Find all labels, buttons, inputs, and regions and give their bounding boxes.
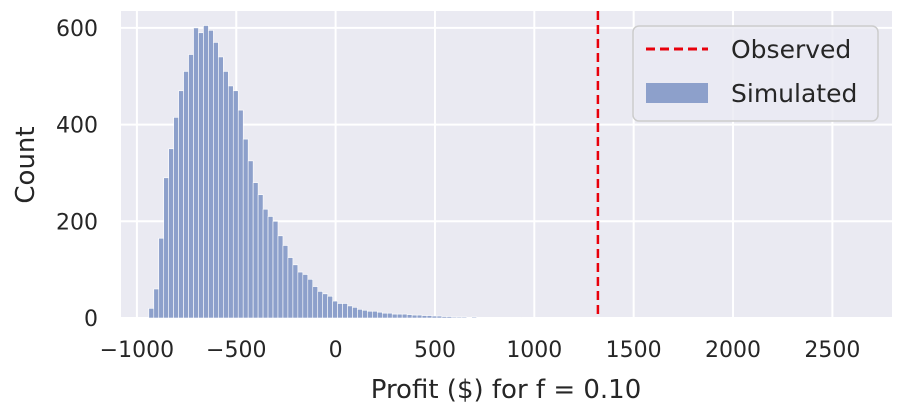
- histogram-bar: [173, 117, 179, 319]
- histogram-bar: [406, 314, 413, 319]
- histogram-bar: [208, 30, 214, 319]
- histogram-bar: [247, 160, 254, 319]
- legend-simulated-label: Simulated: [731, 79, 857, 108]
- histogram-bar: [183, 71, 189, 319]
- histogram-bar: [297, 271, 304, 319]
- x-tick-label: 500: [414, 338, 456, 363]
- histogram-bar: [446, 316, 453, 319]
- histogram-bar: [377, 311, 383, 319]
- histogram-bar: [357, 308, 363, 319]
- histogram-bar: [441, 316, 448, 319]
- histogram-bar: [223, 71, 229, 319]
- histogram-bar: [237, 109, 244, 319]
- y-tick-label: 200: [56, 210, 98, 235]
- histogram-bar: [337, 303, 343, 319]
- histogram-bar: [426, 315, 433, 319]
- histogram-bar: [257, 194, 264, 319]
- histogram-bar: [342, 303, 348, 319]
- y-axis-ticks: 0 200 400 600: [56, 17, 98, 332]
- histogram-bar: [352, 307, 358, 319]
- histogram-bar: [213, 42, 219, 319]
- histogram-bar: [287, 257, 294, 319]
- histogram-bar: [317, 291, 323, 319]
- x-tick-label: 1000: [506, 338, 562, 363]
- histogram-bar: [252, 182, 259, 319]
- x-tick-label: 2000: [705, 338, 761, 363]
- histogram-bar: [436, 315, 443, 319]
- histogram-bar: [198, 32, 204, 319]
- x-tick-label: 0: [329, 338, 343, 363]
- y-tick-label: 400: [56, 114, 98, 139]
- histogram-bar: [188, 54, 194, 319]
- histogram-bar: [228, 85, 234, 319]
- histogram-bar: [267, 216, 274, 319]
- histogram-bar: [372, 310, 378, 319]
- histogram-bar: [232, 90, 239, 319]
- histogram-bar: [277, 235, 284, 319]
- histogram-bar: [382, 312, 388, 319]
- histogram-bar: [386, 312, 393, 319]
- histogram-bar: [242, 138, 249, 319]
- histogram-bar: [327, 295, 333, 319]
- x-tick-label: 1500: [606, 338, 662, 363]
- histogram-bar: [203, 25, 209, 319]
- histogram-bar: [282, 245, 289, 319]
- histogram-bar: [451, 316, 458, 319]
- x-tick-label: 2500: [804, 338, 860, 363]
- histogram-bar: [302, 274, 309, 319]
- y-tick-label: 600: [56, 17, 98, 42]
- x-axis-label: Profit ($) for f = 0.10: [371, 375, 642, 405]
- histogram-bar: [193, 27, 199, 319]
- histogram-bar: [218, 56, 224, 319]
- histogram-bar: [411, 314, 418, 319]
- histogram-bar: [148, 308, 155, 319]
- histogram-bar: [262, 208, 269, 319]
- histogram-bar: [367, 310, 373, 319]
- histogram-bar: [332, 300, 338, 319]
- histogram-bar: [153, 288, 160, 319]
- histogram-bar: [322, 293, 328, 319]
- histogram-bar: [461, 316, 468, 319]
- histogram-bar: [362, 309, 368, 319]
- histogram-bar: [168, 148, 174, 319]
- histogram-bar: [312, 286, 319, 319]
- histogram-bar: [158, 237, 165, 319]
- x-axis-ticks: −1000 −500 0 500 1000 1500 2000 2500: [100, 338, 861, 363]
- histogram-bar: [391, 313, 398, 319]
- legend-observed-label: Observed: [731, 35, 851, 64]
- y-tick-label: 0: [84, 307, 98, 332]
- y-axis-label: Count: [11, 126, 41, 203]
- histogram-bar: [396, 313, 403, 319]
- histogram-bar: [416, 314, 423, 319]
- histogram-bar: [401, 313, 408, 319]
- histogram-bar: [471, 316, 477, 319]
- histogram-bar: [178, 90, 184, 319]
- histogram-bars: [148, 25, 870, 319]
- histogram-bar: [272, 221, 279, 319]
- legend-simulated-swatch: [646, 83, 708, 103]
- histogram-bar: [307, 279, 314, 319]
- legend: Observed Simulated: [632, 25, 879, 122]
- histogram-bar: [292, 264, 299, 319]
- histogram-bar: [347, 305, 353, 319]
- x-tick-label: −500: [206, 338, 266, 363]
- x-tick-label: −1000: [100, 338, 174, 363]
- histogram-bar: [431, 315, 438, 319]
- histogram-bar: [456, 316, 463, 319]
- histogram-bar: [163, 177, 169, 319]
- histogram-bar: [421, 315, 428, 319]
